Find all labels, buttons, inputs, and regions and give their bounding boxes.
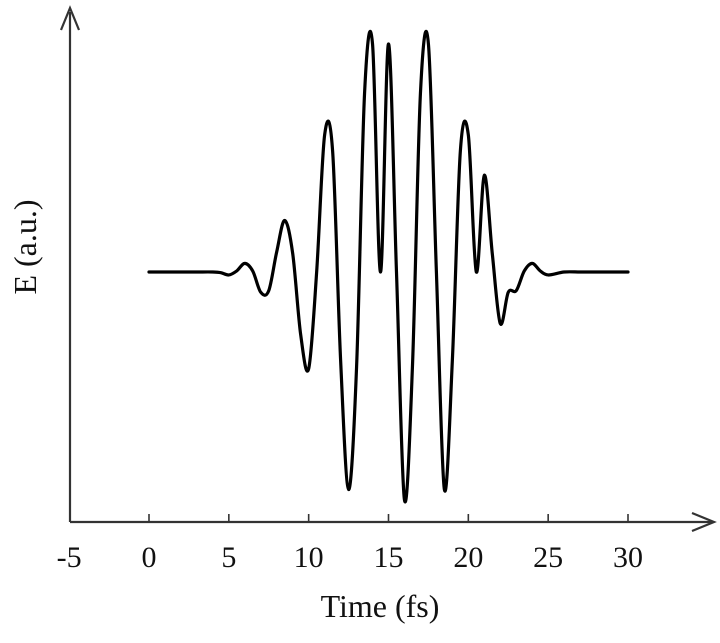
axes bbox=[59, 5, 717, 533]
y-axis-label: E (a.u.) bbox=[7, 199, 43, 294]
x-tick-label: 10 bbox=[294, 541, 324, 574]
x-axis-arrow bbox=[691, 511, 717, 533]
pulse-series-line bbox=[147, 29, 630, 504]
x-tick-label: 25 bbox=[533, 541, 563, 574]
x-tick-label: 5 bbox=[221, 541, 236, 574]
x-tick-label: 15 bbox=[374, 541, 404, 574]
x-tick-label: 20 bbox=[453, 541, 483, 574]
x-axis-label: Time (fs) bbox=[321, 588, 440, 624]
x-tick-label: 0 bbox=[142, 541, 157, 574]
plot-area bbox=[147, 29, 630, 504]
y-axis-arrow bbox=[59, 5, 81, 31]
x-ticks: -5 0 5 10 15 20 25 30 bbox=[57, 514, 643, 574]
x-tick-label: -5 bbox=[57, 541, 82, 574]
x-tick-label: 30 bbox=[613, 541, 643, 574]
